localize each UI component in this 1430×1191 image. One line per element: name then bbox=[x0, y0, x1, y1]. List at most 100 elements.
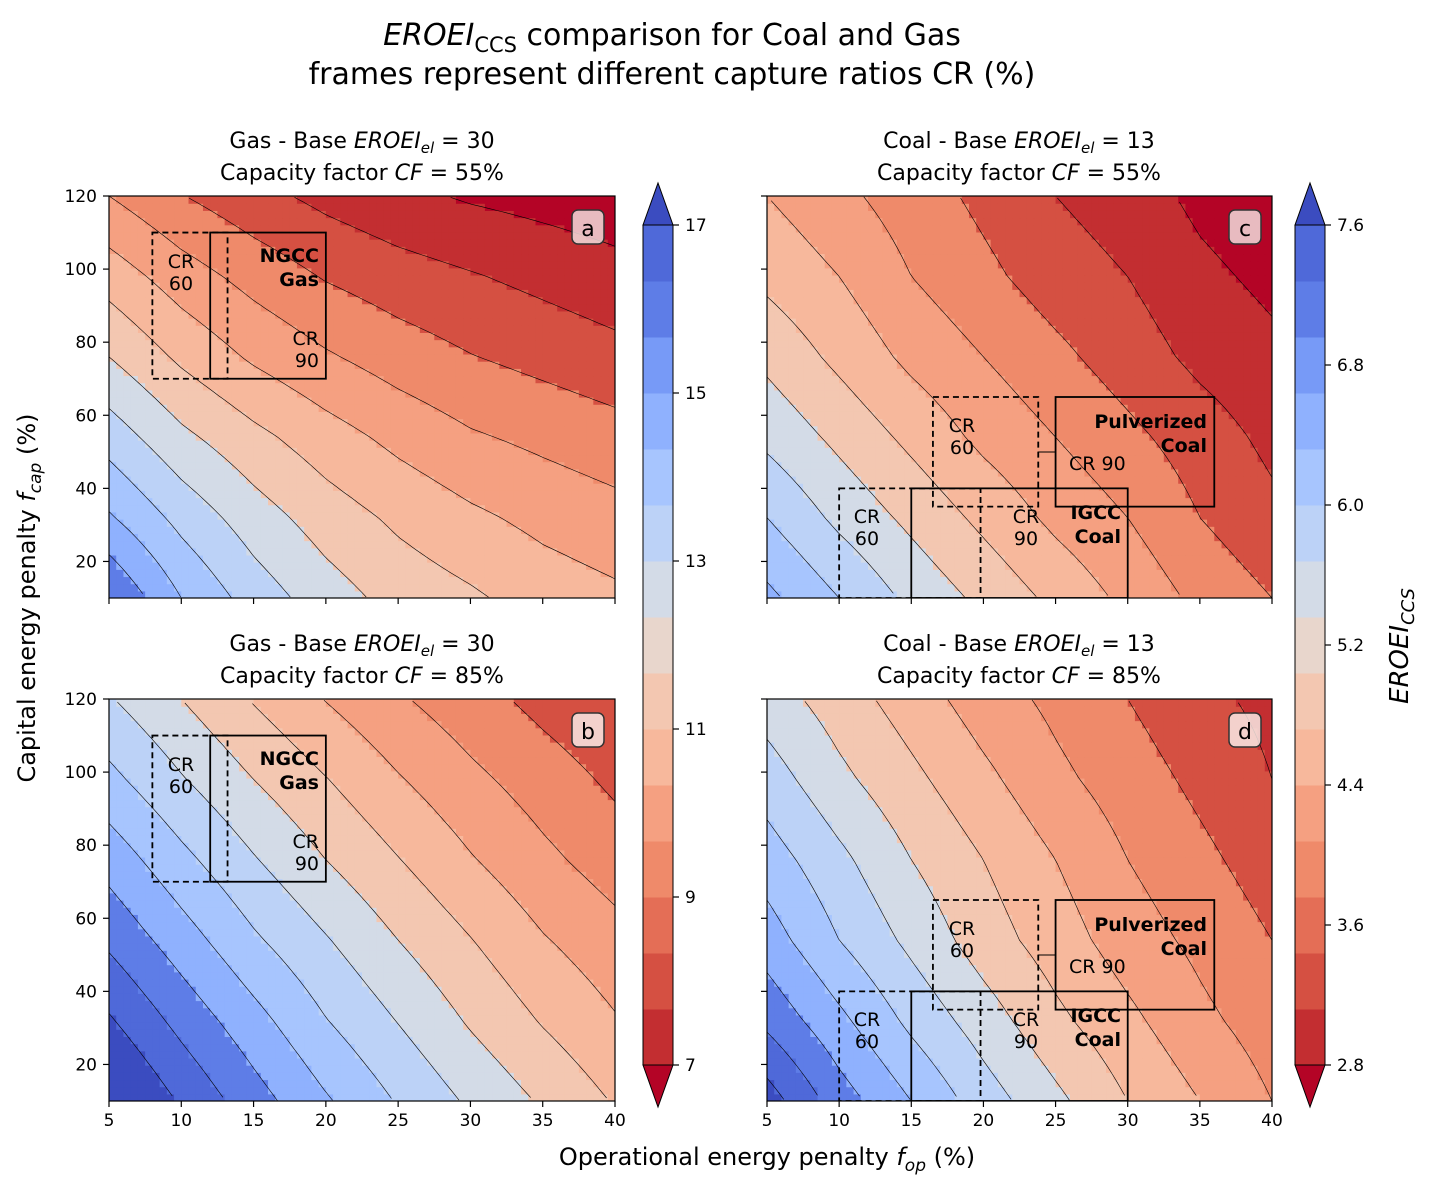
contour-cell bbox=[275, 432, 284, 441]
contour-cell bbox=[253, 404, 262, 412]
contour-cell bbox=[564, 368, 573, 377]
contour-cell bbox=[202, 576, 211, 585]
contour-cell bbox=[513, 231, 522, 240]
contour-cell bbox=[239, 490, 247, 499]
contour-cell bbox=[318, 483, 327, 491]
contour-cell bbox=[398, 325, 406, 333]
contour-cell bbox=[535, 1036, 544, 1045]
contour-cell bbox=[463, 993, 472, 1002]
contour-cell bbox=[304, 562, 312, 570]
contour-cell bbox=[600, 1007, 609, 1016]
contour-cell bbox=[304, 1079, 312, 1088]
contour-cell bbox=[289, 253, 298, 262]
contour-cell bbox=[195, 296, 204, 305]
contour-cell bbox=[434, 475, 443, 484]
contour-cell bbox=[181, 217, 190, 226]
contour-cell bbox=[549, 224, 558, 233]
contour-cell bbox=[463, 1057, 472, 1066]
contour-cell bbox=[499, 303, 508, 312]
contour-cell bbox=[311, 993, 320, 1002]
contour-cell bbox=[506, 519, 515, 527]
contour-cell bbox=[304, 540, 312, 549]
contour-cell bbox=[210, 210, 219, 219]
contour-cell bbox=[123, 547, 132, 556]
contour-cell bbox=[549, 217, 558, 226]
contour-cell bbox=[109, 590, 117, 598]
contour-cell bbox=[521, 1000, 529, 1009]
contour-cell bbox=[275, 511, 284, 520]
contour-cell bbox=[564, 382, 573, 391]
contour-cell bbox=[130, 511, 139, 520]
contour-cell bbox=[253, 217, 262, 226]
contour-cell bbox=[354, 432, 363, 441]
contour-cell bbox=[506, 1079, 515, 1088]
contour-cell bbox=[145, 461, 153, 470]
contour-cell bbox=[477, 447, 486, 456]
contour-cell bbox=[152, 1072, 161, 1081]
contour-cell bbox=[463, 346, 472, 355]
contour-cell bbox=[268, 519, 276, 527]
contour-cell bbox=[217, 310, 226, 319]
contour-cell bbox=[600, 1079, 609, 1088]
contour-cell bbox=[362, 576, 370, 585]
contour-cell bbox=[578, 418, 587, 427]
contour-cell bbox=[528, 418, 537, 427]
contour-cell bbox=[383, 590, 392, 598]
contour-cell bbox=[325, 310, 334, 319]
contour-cell bbox=[210, 282, 219, 290]
contour-cell bbox=[549, 554, 558, 563]
contour-cell bbox=[448, 418, 457, 427]
contour-cell bbox=[506, 1065, 515, 1073]
contour-cell bbox=[318, 210, 327, 219]
contour-cell bbox=[268, 1000, 276, 1009]
contour-cell bbox=[521, 569, 529, 578]
contour-cell bbox=[535, 231, 544, 240]
contour-cell bbox=[347, 368, 356, 377]
contour-cell bbox=[499, 583, 508, 592]
contour-cell bbox=[470, 303, 479, 312]
contour-cell bbox=[217, 239, 226, 247]
contour-cell bbox=[542, 339, 551, 348]
contour-cell bbox=[390, 1036, 399, 1045]
contour-cell bbox=[513, 282, 522, 290]
contour-cell bbox=[542, 533, 551, 542]
contour-cell bbox=[362, 540, 370, 549]
contour-cell bbox=[123, 303, 132, 312]
contour-cell bbox=[434, 224, 443, 233]
contour-cell bbox=[166, 554, 175, 563]
contour-cell bbox=[441, 310, 450, 319]
contour-cell bbox=[289, 583, 298, 592]
contour-cell bbox=[347, 483, 356, 491]
contour-cell bbox=[593, 454, 602, 463]
y-tick-label: 100 bbox=[65, 260, 97, 280]
contour-cell bbox=[455, 432, 464, 441]
contour-cell bbox=[130, 217, 139, 226]
contour-cell bbox=[188, 519, 197, 527]
contour-cell bbox=[499, 440, 508, 448]
contour-cell bbox=[412, 461, 421, 470]
contour-cell bbox=[542, 361, 551, 369]
contour-cell bbox=[325, 389, 334, 398]
contour-cell bbox=[354, 519, 363, 527]
contour-cell bbox=[390, 526, 399, 534]
contour-cell bbox=[340, 1043, 349, 1052]
contour-cell bbox=[137, 590, 146, 598]
contour-cell bbox=[492, 1086, 500, 1095]
contour-cell bbox=[463, 583, 472, 592]
contour-cell bbox=[607, 576, 615, 585]
contour-cell bbox=[260, 583, 269, 592]
contour-cell bbox=[492, 289, 500, 298]
contour-cell bbox=[484, 318, 493, 326]
contour-cell bbox=[253, 547, 262, 556]
contour-cell bbox=[246, 310, 255, 319]
contour-cell bbox=[145, 440, 153, 448]
contour-cell bbox=[333, 511, 341, 520]
contour-cell bbox=[398, 547, 406, 556]
contour-cell bbox=[354, 274, 363, 283]
contour-cell bbox=[369, 239, 378, 247]
contour-cell bbox=[362, 583, 370, 592]
contour-cell bbox=[412, 246, 421, 255]
contour-cell bbox=[506, 1014, 515, 1023]
contour-cell bbox=[130, 483, 139, 491]
contour-cell bbox=[499, 1007, 508, 1016]
